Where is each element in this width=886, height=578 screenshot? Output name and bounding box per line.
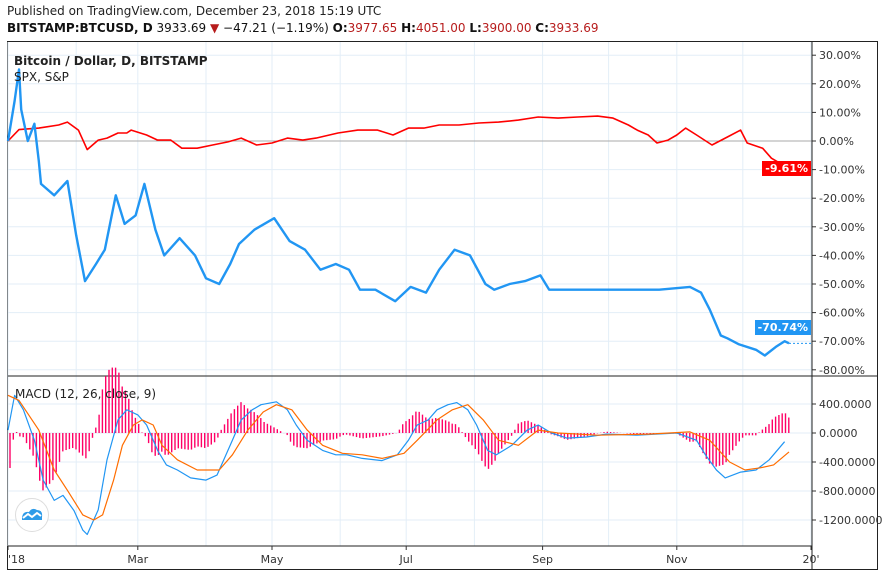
spx-last-value-tag: -9.61% — [762, 161, 811, 176]
open-label: O: — [332, 21, 348, 35]
low-label: L: — [469, 21, 482, 35]
price-axis-label: 30.00% — [819, 49, 861, 62]
time-axis-label: '18 — [8, 553, 25, 566]
price-axis-label: -30.00% — [819, 221, 865, 234]
symbol-info: BITSTAMP:BTCUSD, D 3933.69 ▼ −47.21 (−1.… — [7, 21, 599, 35]
macd-legend[interactable]: MACD (12, 26, close, 9) — [15, 387, 157, 401]
open-value: 3977.65 — [347, 21, 398, 35]
low-value: 3900.00 — [481, 21, 532, 35]
macd-axis-label: -400.0000 — [819, 456, 875, 469]
time-axis-label: Sep — [532, 553, 553, 566]
price-axis-label: 0.00% — [819, 135, 854, 148]
price-axis-label: -50.00% — [819, 278, 865, 291]
close-value: 3933.69 — [548, 21, 599, 35]
compare-series-legend[interactable]: SPX, S&P — [14, 70, 69, 84]
macd-axis-label: 0.0000 — [819, 427, 858, 440]
cloud-logo-icon — [22, 508, 43, 520]
close-label: C: — [535, 21, 549, 35]
price-axis-label: -80.00% — [819, 364, 865, 377]
price-axis-label: -70.00% — [819, 335, 865, 348]
price-axis-label: -10.00% — [819, 164, 865, 177]
time-axis-label: Nov — [666, 553, 688, 566]
price-axis-label: -60.00% — [819, 307, 865, 320]
symbol-name: BITSTAMP:BTCUSD, D — [7, 21, 153, 35]
btc-last-value-tag: -70.74% — [754, 320, 811, 335]
main-series-legend[interactable]: Bitcoin / Dollar, D, BITSTAMP — [14, 54, 208, 68]
price-axis-label: -40.00% — [819, 249, 865, 262]
macd-axis-label: 400.0000 — [819, 398, 872, 411]
price-change: −47.21 (−1.19%) — [223, 21, 329, 35]
time-axis-label: Jul — [399, 553, 413, 566]
time-axis-label: Mar — [127, 553, 148, 566]
last-price: 3933.69 — [156, 21, 207, 35]
btc-series-line — [6, 68, 790, 357]
signal-line — [7, 394, 790, 521]
triangle-down-icon: ▼ — [209, 21, 220, 35]
macd-line — [7, 394, 786, 536]
macd-axis-label: -1200.0000 — [819, 514, 882, 527]
time-axis-label: 20' — [802, 553, 819, 566]
high-value: 4051.00 — [415, 21, 466, 35]
time-axis-label: May — [261, 553, 284, 566]
published-note: Published on TradingView.com, December 2… — [7, 4, 382, 18]
price-axis-label: 10.00% — [819, 106, 861, 119]
high-label: H: — [401, 21, 416, 35]
price-axis-label: -20.00% — [819, 192, 865, 205]
spx-series-line — [7, 115, 790, 170]
price-axis-label: 20.00% — [819, 78, 861, 91]
macd-axis-label: -800.0000 — [819, 485, 875, 498]
tradingview-logo[interactable] — [15, 498, 49, 532]
